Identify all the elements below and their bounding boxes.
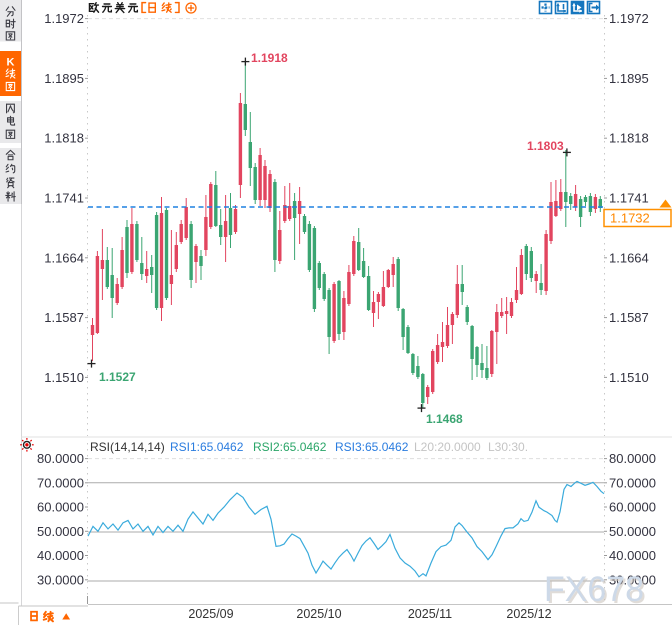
svg-text:1.1587: 1.1587 <box>609 310 649 325</box>
svg-text:K: K <box>7 57 15 69</box>
svg-text:RSI(14,14,14): RSI(14,14,14) <box>90 440 165 454</box>
svg-text:1.1664: 1.1664 <box>609 250 649 265</box>
svg-text:2025/11: 2025/11 <box>408 607 452 621</box>
svg-text:1.1468: 1.1468 <box>426 412 463 426</box>
svg-text:1.1895: 1.1895 <box>609 71 649 86</box>
svg-text:30.0000: 30.0000 <box>37 572 84 587</box>
svg-text:50.0000: 50.0000 <box>609 524 656 539</box>
svg-text:1.1510: 1.1510 <box>44 370 84 385</box>
svg-text:L20:20.0000: L20:20.0000 <box>414 440 481 454</box>
svg-text:80.0000: 80.0000 <box>37 451 84 466</box>
svg-text:1.1741: 1.1741 <box>44 191 84 206</box>
svg-text:40.0000: 40.0000 <box>609 548 656 563</box>
svg-text:1.1510: 1.1510 <box>609 370 649 385</box>
svg-text:1.1918: 1.1918 <box>251 51 288 65</box>
svg-text:1.1587: 1.1587 <box>44 310 84 325</box>
svg-text:2025/10: 2025/10 <box>296 607 341 621</box>
svg-text:70.0000: 70.0000 <box>37 475 84 490</box>
svg-text:2025/12: 2025/12 <box>506 607 551 621</box>
svg-text:1.1818: 1.1818 <box>609 131 649 146</box>
svg-text:30.0000: 30.0000 <box>609 572 656 587</box>
svg-text:1.1803: 1.1803 <box>527 139 564 153</box>
svg-text:40.0000: 40.0000 <box>37 548 84 563</box>
svg-text:1.1895: 1.1895 <box>44 71 84 86</box>
svg-text:80.0000: 80.0000 <box>609 451 656 466</box>
svg-text:1.1664: 1.1664 <box>44 250 84 265</box>
svg-text:1.1818: 1.1818 <box>44 131 84 146</box>
svg-text:1.1527: 1.1527 <box>99 370 136 384</box>
svg-text:60.0000: 60.0000 <box>37 500 84 515</box>
svg-text:RSI1:65.0462: RSI1:65.0462 <box>170 440 244 454</box>
svg-text:1.1741: 1.1741 <box>609 191 649 206</box>
svg-text:50.0000: 50.0000 <box>37 524 84 539</box>
svg-text:1.1972: 1.1972 <box>609 11 649 26</box>
svg-text:1.1732: 1.1732 <box>610 211 650 226</box>
svg-text:RSI2:65.0462: RSI2:65.0462 <box>253 440 327 454</box>
svg-text:60.0000: 60.0000 <box>609 500 656 515</box>
svg-text:2025/09: 2025/09 <box>188 607 233 621</box>
svg-text:FX678: FX678 <box>544 570 644 609</box>
svg-text:70.0000: 70.0000 <box>609 475 656 490</box>
svg-text:RSI3:65.0462: RSI3:65.0462 <box>335 440 409 454</box>
svg-text:1.1972: 1.1972 <box>44 11 84 26</box>
svg-text:L30:30.: L30:30. <box>488 440 528 454</box>
